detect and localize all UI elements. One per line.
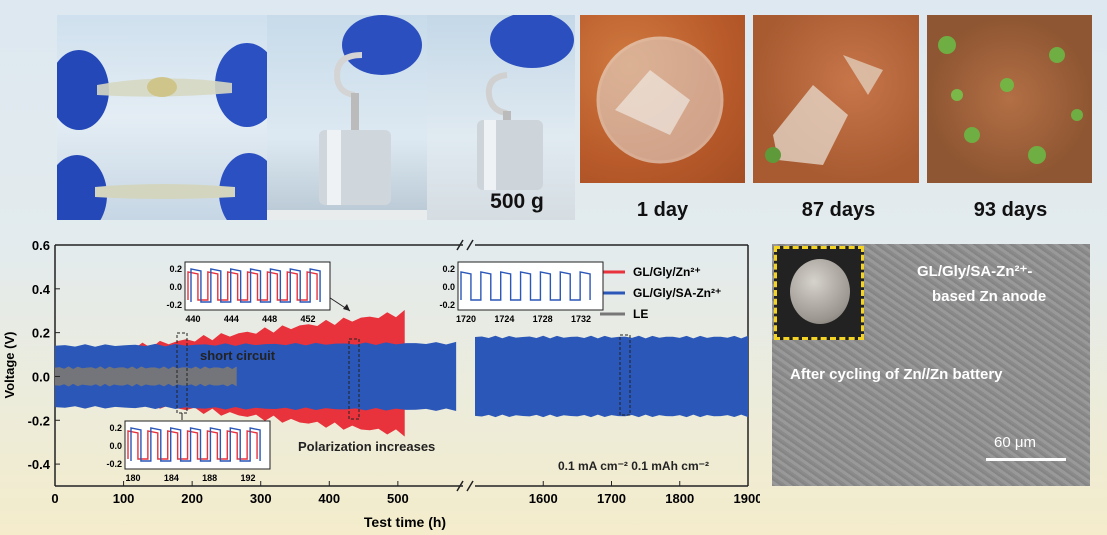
y-tick-label: -0.2 <box>28 413 50 428</box>
inset-x-tick: 192 <box>240 473 255 483</box>
x-tick-label: 200 <box>181 491 203 506</box>
y-tick-label: 0.4 <box>32 282 51 297</box>
zn-anode-coin <box>790 259 850 324</box>
inset-y-tick: 0.2 <box>109 423 122 433</box>
day-label-87: 87 days <box>801 199 876 221</box>
inset-trace <box>190 268 321 303</box>
soil-photo-day93 <box>927 15 1092 183</box>
sem-title-2: based Zn anode <box>932 288 1047 305</box>
inset-y-tick: 0.2 <box>442 264 455 274</box>
sem-subtitle: After cycling of Zn//Zn battery <box>790 366 1003 383</box>
y-tick-label: 0.0 <box>32 369 50 384</box>
conditions-label: 0.1 mA cm⁻² 0.1 mAh cm⁻² <box>558 459 709 473</box>
x-tick-label: 1900 <box>734 491 760 506</box>
x-tick-label: 300 <box>250 491 272 506</box>
legend-gl-gly-sa-zn: GL/Gly/SA-Zn²⁺ <box>633 286 721 300</box>
inset-trace <box>130 427 261 462</box>
x-tick-label: 400 <box>318 491 340 506</box>
inset-x-tick: 188 <box>202 473 217 483</box>
inset-y-tick: 0.2 <box>169 264 182 274</box>
x-tick-label: 100 <box>113 491 135 506</box>
legend: GL/Gly/Zn²⁺ GL/Gly/SA-Zn²⁺ LE <box>600 265 721 321</box>
weight-photo-2: 500 g <box>427 15 575 220</box>
x-axis-label: Test time (h) <box>364 514 446 530</box>
inset-trace <box>127 430 258 460</box>
y-axis-label: Voltage (V) <box>2 332 17 399</box>
inset-x-tick: 452 <box>300 314 315 324</box>
inset-y-tick: -0.2 <box>439 300 455 310</box>
inset-x-tick: 444 <box>224 314 239 324</box>
inset-y-tick: -0.2 <box>106 459 122 469</box>
inset-y-tick: 0.0 <box>169 282 182 292</box>
inset-y-tick: 0.0 <box>109 441 122 451</box>
short-circuit-label: short circuit <box>200 348 276 363</box>
inset-trace <box>187 271 318 301</box>
inset-x-tick: 1728 <box>533 314 553 324</box>
x-tick-label: 1800 <box>665 491 694 506</box>
day-label-93: 93 days <box>973 199 1048 221</box>
x-tick-label: 500 <box>387 491 409 506</box>
soil-photo-day87 <box>753 15 919 183</box>
weight-label: 500 g <box>490 190 544 213</box>
inset-x-tick: 1724 <box>494 314 514 324</box>
inset-x-tick: 180 <box>125 473 140 483</box>
x-tick-label: 1700 <box>597 491 626 506</box>
soil-photo-day1 <box>580 15 745 183</box>
y-tick-label: 0.6 <box>32 238 50 253</box>
x-tick-label: 0 <box>51 491 58 506</box>
inset-x-tick: 448 <box>262 314 277 324</box>
zoom-box-1720 <box>619 334 631 416</box>
legend-le: LE <box>633 307 648 321</box>
scale-bar-label: 60 μm <box>994 434 1036 451</box>
x-tick-label: 1600 <box>529 491 558 506</box>
inset-x-tick: 1720 <box>456 314 476 324</box>
y-tick-label: 0.2 <box>32 326 50 341</box>
legend-gl-gly-zn: GL/Gly/Zn²⁺ <box>633 265 701 279</box>
sem-title-1: GL/Gly/SA-Zn²⁺- <box>917 263 1033 280</box>
inset-trace <box>460 271 591 301</box>
series-band-1 <box>475 335 748 418</box>
weight-photo-1 <box>267 15 427 220</box>
coin-inset <box>774 246 864 340</box>
inset-y-tick: -0.2 <box>166 300 182 310</box>
day-label-1: 1 day <box>636 199 689 221</box>
series-band-2 <box>55 366 237 387</box>
polarization-label: Polarization increases <box>298 439 435 454</box>
inset-y-tick: 0.0 <box>442 282 455 292</box>
inset-x-tick: 1732 <box>571 314 591 324</box>
series-band-1 <box>55 341 457 412</box>
voltage-chart: 0.6 0.4 0.2 0.0 -0.2 -0.4 0 100 200 300 400 500 160… <box>2 238 760 530</box>
inset-x-tick: 440 <box>185 314 200 324</box>
sem-image: GL/Gly/SA-Zn²⁺- based Zn anode After cyc… <box>772 244 1090 486</box>
y-tick-label: -0.4 <box>28 457 51 472</box>
stretch-photo <box>57 15 267 220</box>
scale-bar <box>986 458 1066 461</box>
inset-x-tick: 184 <box>164 473 179 483</box>
zoom-box-440 <box>348 338 360 420</box>
